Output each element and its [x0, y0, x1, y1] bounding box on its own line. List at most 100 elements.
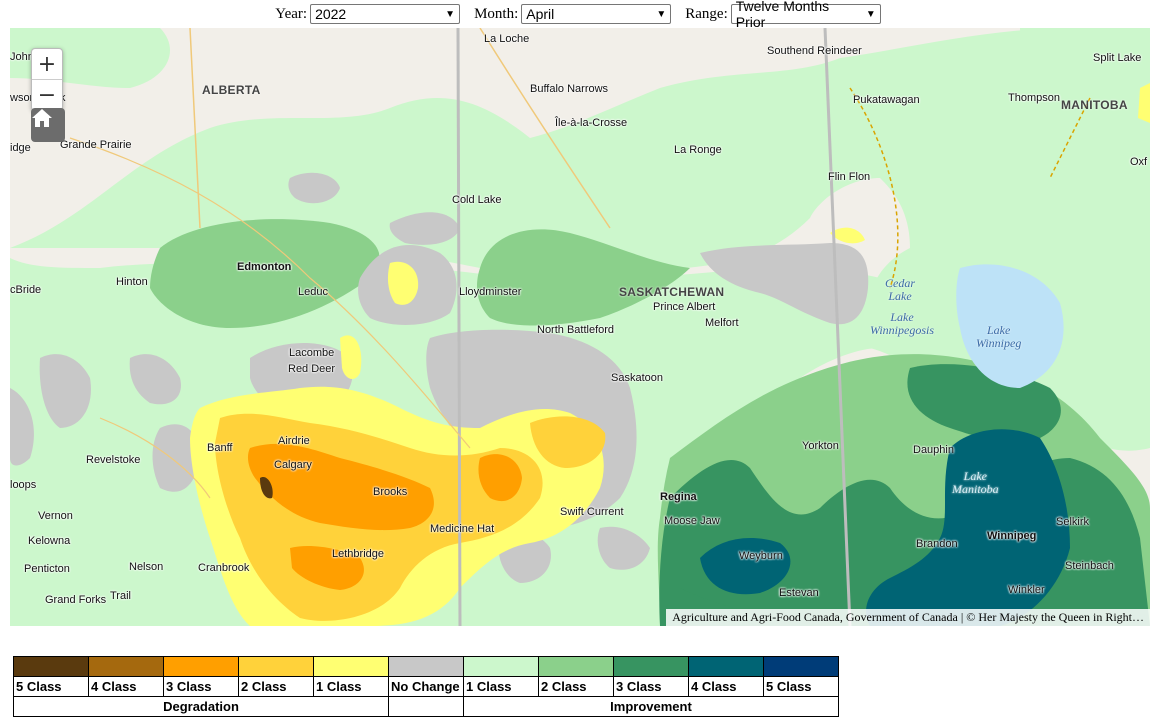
place-label: Medicine Hat: [430, 523, 495, 535]
place-label: Saskatoon: [611, 372, 663, 384]
legend-group-row: Degradation Improvement: [13, 696, 839, 717]
home-button[interactable]: [31, 108, 65, 142]
map-attribution: Agriculture and Agri-Food Canada, Govern…: [666, 609, 1150, 626]
legend-swatch: [313, 656, 389, 677]
place-label: John: [10, 51, 34, 63]
place-label: Île-à-la-Crosse: [555, 117, 628, 129]
place-label: Edmonton: [237, 261, 292, 273]
legend-label: No Change: [388, 676, 464, 697]
legend-label: 4 Class: [688, 676, 764, 697]
legend-label: 1 Class: [463, 676, 539, 697]
place-label: Lethbridge: [332, 548, 384, 560]
place-label: Grande Prairie: [60, 139, 132, 151]
legend-label: 3 Class: [613, 676, 689, 697]
chevron-down-icon: ▼: [656, 8, 667, 20]
place-label: North Battleford: [537, 324, 615, 336]
province-label: ALBERTA: [202, 83, 261, 97]
place-label: Winkler: [1008, 584, 1045, 596]
zoom-in-button[interactable]: +: [37, 51, 57, 77]
place-label: Prince Albert: [653, 301, 716, 313]
range-control: Range: Twelve Months Prior ▼: [685, 0, 881, 30]
place-label: loops: [10, 479, 37, 491]
place-label: Banff: [207, 442, 233, 454]
province-label: SASKATCHEWAN: [619, 285, 725, 299]
chevron-down-icon: ▼: [865, 8, 876, 20]
zoom-control: + −: [31, 48, 63, 111]
range-label: Range:: [685, 5, 728, 22]
place-label: La Ronge: [674, 144, 722, 156]
year-value: 2022: [315, 6, 347, 22]
place-label: Oxf: [1130, 156, 1148, 168]
legend-label: 2 Class: [238, 676, 314, 697]
place-label: Flin Flon: [828, 171, 871, 183]
place-label: Buffalo Narrows: [530, 83, 609, 95]
legend-table: 5 Class 4 Class 3 Class 2 Class 1 Class …: [13, 656, 839, 717]
legend-label: 4 Class: [88, 676, 164, 697]
lake-label: Lake Manitoba: [952, 469, 999, 496]
zoom-out-button[interactable]: −: [32, 79, 62, 110]
place-label: Winnipeg: [987, 530, 1037, 542]
place-label: Yorkton: [802, 440, 839, 452]
range-value: Twelve Months Prior: [735, 0, 830, 30]
place-label: Lloydminster: [459, 286, 522, 298]
chevron-down-icon: ▼: [445, 8, 456, 20]
place-label: Dauphin: [913, 444, 954, 456]
place-label: Brooks: [373, 486, 408, 498]
place-label: cBride: [10, 284, 42, 296]
legend-label: 3 Class: [163, 676, 239, 697]
place-label: Swift Current: [560, 506, 624, 518]
place-label: Grand Forks: [45, 594, 107, 606]
month-select[interactable]: April ▼: [521, 4, 672, 24]
legend-label: 5 Class: [13, 676, 89, 697]
legend-swatch: [763, 656, 839, 677]
legend-improvement-label: Improvement: [463, 696, 839, 717]
lake-label: Lake Winnipeg: [976, 323, 1022, 350]
legend-swatch: [688, 656, 764, 677]
legend-label: 5 Class: [763, 676, 839, 697]
month-label: Month:: [474, 5, 519, 22]
place-label: La Loche: [484, 33, 530, 45]
range-select[interactable]: Twelve Months Prior ▼: [730, 0, 881, 30]
map-viewport[interactable]: ALBERTA SASKATCHEWAN MANITOBA John wson …: [10, 28, 1150, 626]
legend-swatch: [163, 656, 239, 677]
legend-swatch: [238, 656, 314, 677]
place-label: Revelstoke: [86, 454, 141, 466]
place-label: Selkirk: [1056, 516, 1090, 528]
legend-swatch: [613, 656, 689, 677]
province-label: MANITOBA: [1061, 98, 1128, 112]
controls-bar: Year: 2022 ▼ Month: April ▼ Range: Twelv…: [0, 0, 1156, 30]
place-label: Calgary: [274, 459, 312, 471]
legend-degradation-label: Degradation: [13, 696, 389, 717]
lake-label: Lake Winnipegosis: [870, 310, 935, 337]
year-label: Year:: [275, 5, 308, 22]
legend-swatch: [388, 656, 464, 677]
place-label: Leduc: [298, 286, 328, 298]
place-label: Pukatawagan: [853, 94, 920, 106]
month-value: April: [526, 6, 555, 22]
legend-swatch-row: [13, 656, 839, 677]
place-label: Airdrie: [278, 435, 310, 447]
lake-label: Cedar Lake: [885, 276, 915, 303]
month-control: Month: April ▼: [474, 4, 672, 24]
legend-swatch: [13, 656, 89, 677]
place-label: Regina: [660, 491, 697, 503]
place-label: Thompson: [1008, 92, 1060, 104]
legend-label: 2 Class: [538, 676, 614, 697]
place-label: Lacombe: [289, 347, 335, 359]
place-label: Trail: [110, 590, 131, 602]
place-label: Moose Jaw: [664, 515, 720, 527]
place-label: Hinton: [116, 276, 148, 288]
place-label: Red Deer: [288, 363, 336, 375]
place-label: Brandon: [916, 538, 958, 550]
place-label: Weyburn: [739, 550, 783, 562]
legend-label-row: 5 Class 4 Class 3 Class 2 Class 1 Class …: [13, 676, 839, 697]
legend-swatch: [88, 656, 164, 677]
place-label: Vernon: [38, 510, 73, 522]
year-select[interactable]: 2022 ▼: [310, 4, 461, 24]
legend-swatch: [538, 656, 614, 677]
year-control: Year: 2022 ▼: [275, 4, 461, 24]
place-label: Southend Reindeer: [767, 45, 862, 57]
legend-swatch: [463, 656, 539, 677]
place-label: Melfort: [705, 317, 739, 329]
legend-label: 1 Class: [313, 676, 389, 697]
